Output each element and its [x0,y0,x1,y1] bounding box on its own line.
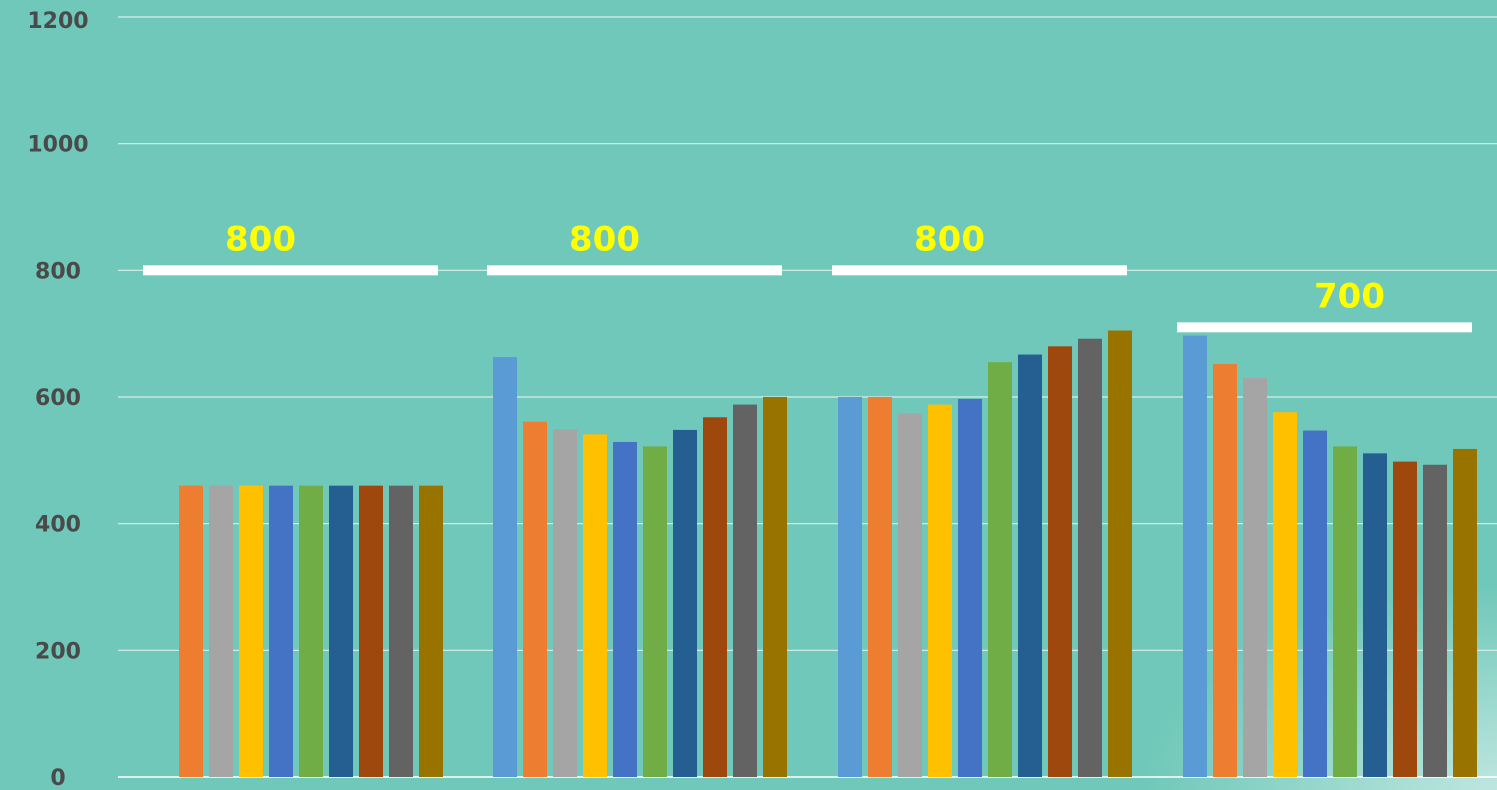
bar [613,441,637,777]
bar [1303,430,1327,777]
target-label: 700 [1314,276,1385,316]
target-lines: 800 800 800 700 [143,219,1472,333]
bar [389,485,413,777]
bar [1018,354,1042,777]
y-axis: 0 200 400 600 800 1000 1200 [27,9,88,790]
y-tick-label: 600 [35,386,81,411]
target-label: 800 [914,219,985,259]
bar [1453,448,1477,777]
bar [988,362,1012,777]
bar [1333,446,1357,777]
target-label: 800 [569,219,640,259]
bar [1243,378,1267,777]
y-tick-label: 1000 [27,133,88,158]
bar [1078,338,1102,777]
bar [299,485,323,777]
bar [209,485,233,777]
bar [179,485,203,777]
bar [838,397,862,777]
target-line [832,265,1127,276]
bar [269,485,293,777]
bar [733,404,757,777]
bar [523,421,547,777]
bar [673,429,697,777]
bar [329,485,353,777]
bar [1273,412,1297,777]
bars [179,330,1477,777]
bar [419,485,443,777]
bar [958,398,982,777]
target-line [1177,322,1472,333]
y-tick-label: 0 [50,766,65,790]
y-tick-label: 200 [35,639,81,664]
bar [1393,461,1417,777]
y-tick-label: 1200 [27,9,88,34]
bar [868,397,892,777]
bar [1363,453,1387,777]
bar [898,413,922,777]
bar [928,404,952,777]
bar [1423,464,1447,777]
target-line [487,265,782,276]
y-tick-label: 400 [35,513,81,538]
bar [763,397,787,777]
bar [643,446,667,777]
bar [493,357,517,777]
bar [239,485,263,777]
bar [1048,346,1072,777]
bar [1108,330,1132,777]
bar [1213,364,1237,777]
bar [359,485,383,777]
target-line [143,265,438,276]
bar [1183,335,1207,777]
target-label: 800 [225,219,296,259]
y-tick-label: 800 [35,259,81,284]
bar [583,434,607,777]
bar [553,429,577,777]
bar [703,417,727,777]
